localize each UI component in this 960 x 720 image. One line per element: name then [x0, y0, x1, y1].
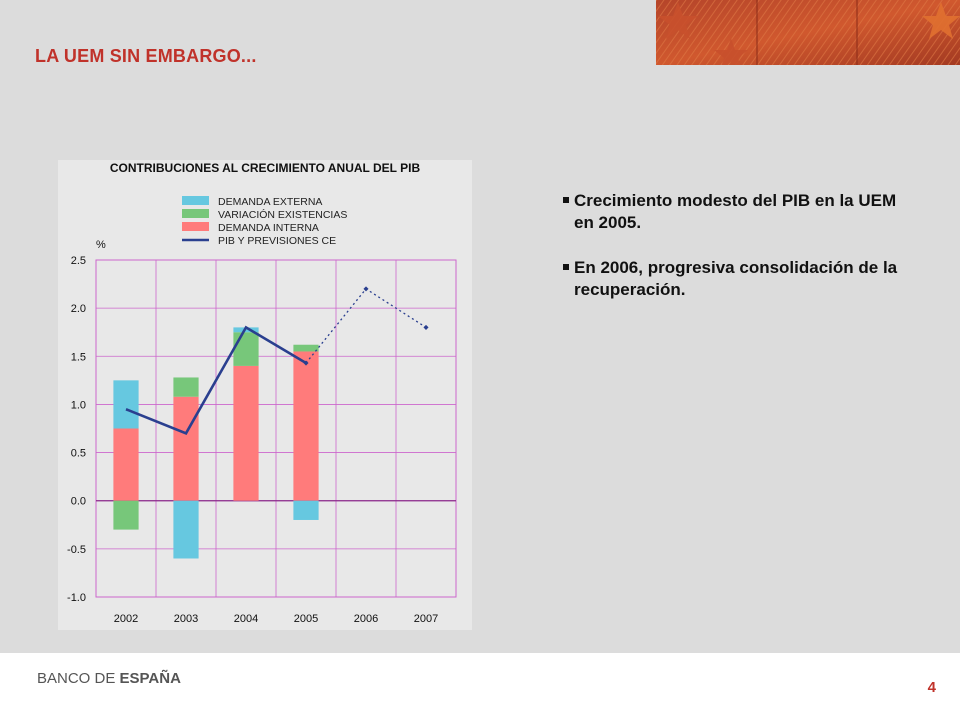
chart-title: CONTRIBUCIONES AL CRECIMIENTO ANUAL DEL …	[110, 161, 421, 175]
bar-demanda-externa	[173, 500, 199, 559]
bar-variacion-existencias	[233, 332, 259, 366]
legend-label: VARIACIÓN EXISTENCIAS	[218, 208, 347, 221]
bullet-item: Crecimiento modesto del PIB en la UEM en…	[563, 190, 903, 234]
y-tick-label: 2.0	[71, 303, 86, 315]
chart-panel: CONTRIBUCIONES AL CRECIMIENTO ANUAL DEL …	[58, 160, 472, 630]
x-axis-ticks: 2002 2003 2004 2005 2006 2007	[114, 613, 438, 625]
y-tick-label: 1.5	[71, 351, 86, 363]
pib-point	[303, 360, 309, 366]
x-tick-label: 2007	[414, 613, 438, 625]
x-tick-label: 2006	[354, 613, 378, 625]
bar-demanda-externa	[113, 380, 139, 429]
y-tick-label: 0.0	[71, 496, 86, 508]
bullet-square-icon	[563, 197, 569, 203]
x-tick-label: 2005	[294, 613, 318, 625]
pib-point	[423, 324, 429, 330]
bar-demanda-externa	[293, 500, 319, 520]
chart-bars	[113, 327, 319, 559]
legend-swatch	[182, 222, 209, 231]
y-axis-ticks: 2.5 2.0 1.5 1.0 0.5 0.0 -0.5 -1.0	[67, 255, 86, 604]
slide-title: LA UEM SIN EMBARGO...	[35, 46, 257, 66]
bar-variacion-existencias	[113, 500, 139, 530]
footer-bar	[0, 653, 960, 720]
legend-label: DEMANDA EXTERNA	[218, 196, 322, 208]
y-tick-label: 2.5	[71, 255, 86, 267]
bar-demanda-interna	[293, 351, 319, 501]
logo-text-bold: ESPAÑA	[119, 670, 181, 687]
bullet-item: En 2006, progresiva consolidación de la …	[563, 257, 903, 301]
bar-demanda-interna	[113, 428, 139, 501]
x-tick-label: 2003	[174, 613, 198, 625]
bullet-text: En 2006, progresiva consolidación de la …	[574, 258, 898, 299]
x-tick-label: 2002	[114, 613, 138, 625]
page-number: 4	[927, 679, 936, 696]
y-tick-label: -1.0	[67, 592, 86, 604]
y-axis-unit-label: %	[96, 239, 106, 251]
bullet-list: Crecimiento modesto del PIB en la UEM en…	[563, 190, 903, 324]
gdp-contributions-chart: CONTRIBUCIONES AL CRECIMIENTO ANUAL DEL …	[67, 161, 457, 625]
y-tick-label: -0.5	[67, 544, 86, 556]
chart-line	[125, 286, 429, 435]
flag-banner-image	[656, 0, 960, 65]
bullet-text: Crecimiento modesto del PIB en la UEM en…	[574, 191, 897, 232]
x-tick-label: 2004	[234, 613, 258, 625]
legend-label: DEMANDA INTERNA	[218, 222, 319, 234]
bullet-square-icon	[563, 264, 569, 270]
bar-variacion-existencias	[173, 377, 199, 397]
pib-point	[363, 286, 369, 292]
bar-variacion-existencias	[293, 344, 319, 352]
legend-label: PIB Y PREVISIONES CE	[218, 235, 336, 247]
y-tick-label: 0.5	[71, 448, 86, 460]
bar-demanda-interna	[233, 365, 259, 501]
banco-de-espana-logo: BANCO DE ESPAÑA	[37, 670, 181, 687]
legend-swatch	[182, 196, 209, 205]
chart-grid	[95, 259, 457, 598]
legend-swatch	[182, 209, 209, 218]
bar-demanda-interna	[173, 396, 199, 501]
pib-line-actual	[125, 325, 307, 435]
y-tick-label: 1.0	[71, 399, 86, 411]
logo-text-light: BANCO DE	[37, 670, 120, 687]
